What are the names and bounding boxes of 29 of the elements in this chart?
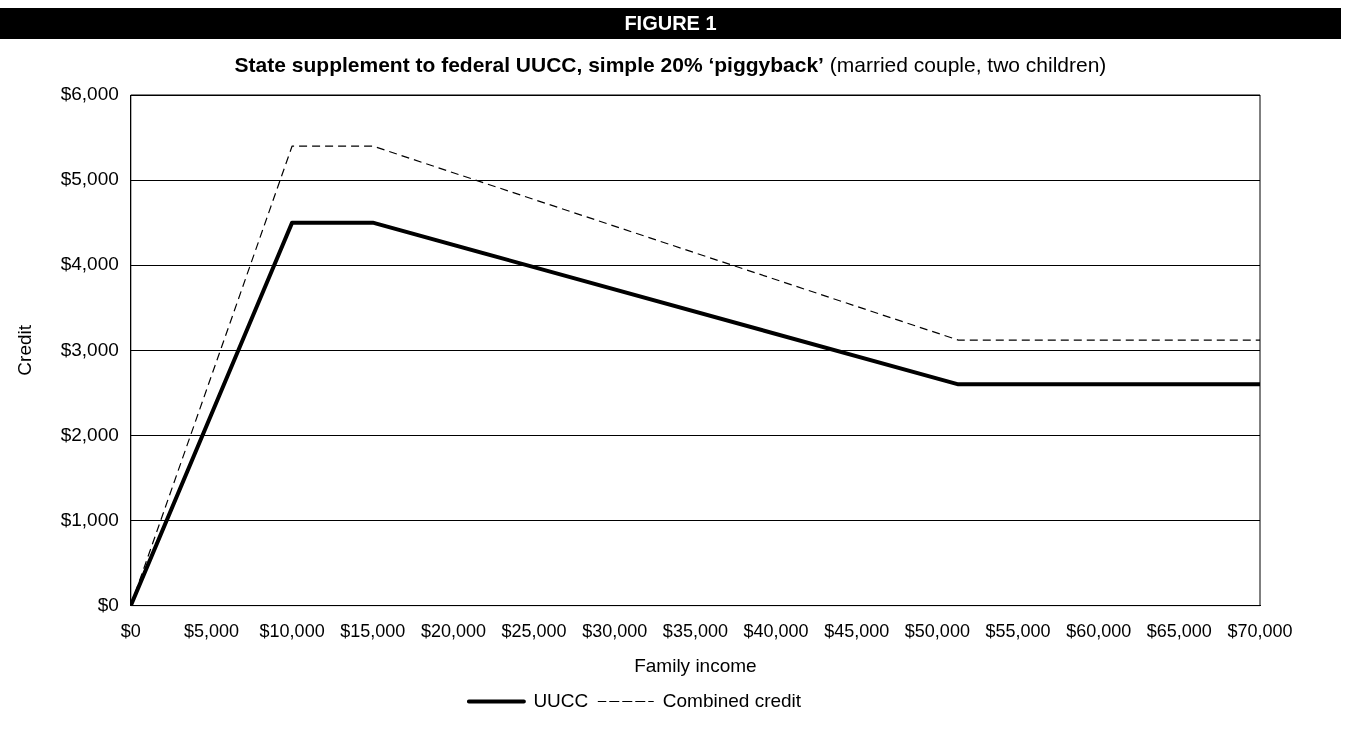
caption: FIGURE 1 <box>0 8 1341 39</box>
y-tick-label: $3,000 <box>60 338 119 360</box>
x-axis-title: Family income <box>634 654 757 676</box>
y-tick-label: $5,000 <box>60 168 119 190</box>
x-tick-label: $30,000 <box>582 621 648 642</box>
x-tick-label: $40,000 <box>743 621 809 642</box>
y-tick-label: $0 <box>97 593 119 615</box>
chart-title: State supplement to federal UUCC, simple 20% ‘piggyback’ <box>234 53 824 76</box>
x-tick-label: $65,000 <box>1146 621 1212 642</box>
x-tick-label: $60,000 <box>1066 621 1132 642</box>
y-axis-title: Credit <box>13 324 35 376</box>
y-tick-label: $4,000 <box>60 253 119 275</box>
x-tick-label: $50,000 <box>904 621 970 642</box>
x-tick-label: $20,000 <box>420 621 486 642</box>
x-tick-label: $5,000 <box>183 621 239 642</box>
y-tick-label: $6,000 <box>60 83 119 105</box>
legend-label: Combined credit <box>662 689 802 711</box>
x-tick-label: $25,000 <box>501 621 567 642</box>
x-tick-label: $0 <box>120 621 141 642</box>
x-tick-label: $10,000 <box>259 621 325 642</box>
legend-label: UUCC <box>533 689 589 711</box>
chart-subtitle: (married couple, two children) <box>828 53 1107 76</box>
x-tick-label: $70,000 <box>1227 621 1293 642</box>
x-tick-label: $15,000 <box>340 621 406 642</box>
x-tick-label: $55,000 <box>985 621 1051 642</box>
x-tick-label: $45,000 <box>824 621 890 642</box>
x-tick-label: $35,000 <box>662 621 728 642</box>
y-tick-label: $2,000 <box>60 423 119 445</box>
y-tick-label: $1,000 <box>60 508 119 530</box>
